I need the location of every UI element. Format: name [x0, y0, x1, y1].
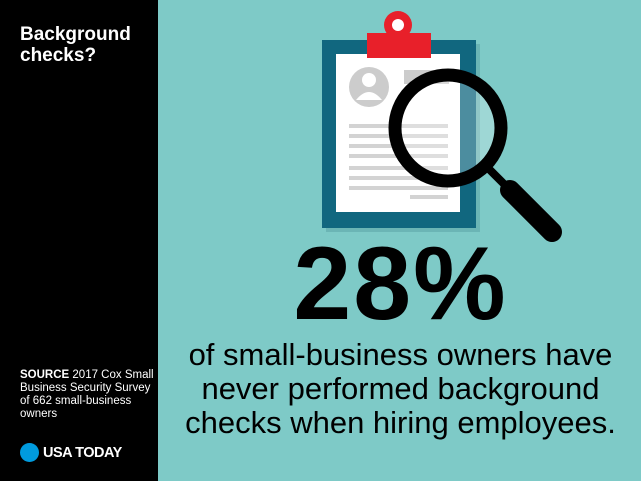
stat-description: of small-business owners have never perf… [185, 337, 616, 440]
source-text: 2017 Cox Small Business Security Survey … [20, 369, 154, 420]
sidebar: Background checks? SOURCE 2017 Cox Small… [0, 0, 158, 481]
stat-value: 28% [293, 226, 508, 342]
source-label: SOURCE [20, 369, 70, 381]
logo-dot-icon [20, 443, 39, 462]
logo-text: USA TODAY [43, 444, 122, 461]
magnifying-glass-icon [388, 68, 562, 242]
headline: Background checks? [20, 24, 131, 66]
source-note: SOURCE 2017 Cox Small Business Security … [20, 369, 155, 421]
clipboard-search-illustration [322, 11, 562, 242]
usa-today-logo: USA TODAY [20, 443, 122, 462]
user-avatar-icon [349, 67, 389, 107]
